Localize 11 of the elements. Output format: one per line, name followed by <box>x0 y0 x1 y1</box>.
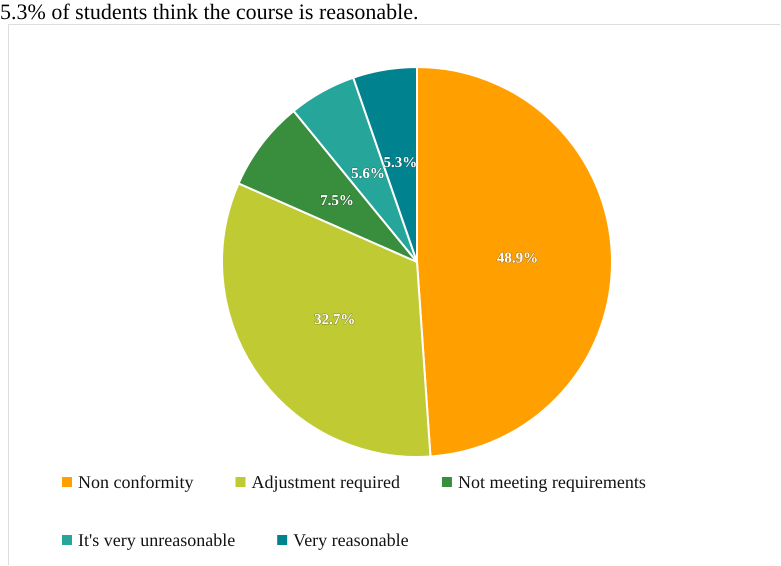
text: 5.3% of students think the course is reasonable. <box>0 0 419 24</box>
legend-label: Not meeting requirements <box>458 472 646 492</box>
data-label: 7.5% <box>320 193 354 210</box>
data-label: 32.7% <box>314 312 356 328</box>
data-label: 48.9% <box>496 250 538 267</box>
legend-label: Non conformity <box>78 472 194 492</box>
legend-label: It's very unreasonable <box>78 530 236 550</box>
legend-label: Very reasonable <box>293 530 409 550</box>
data-label: 5.6% <box>351 166 385 182</box>
data-label: 5.3% <box>383 154 418 171</box>
legend-label: Adjustment required <box>251 472 400 492</box>
